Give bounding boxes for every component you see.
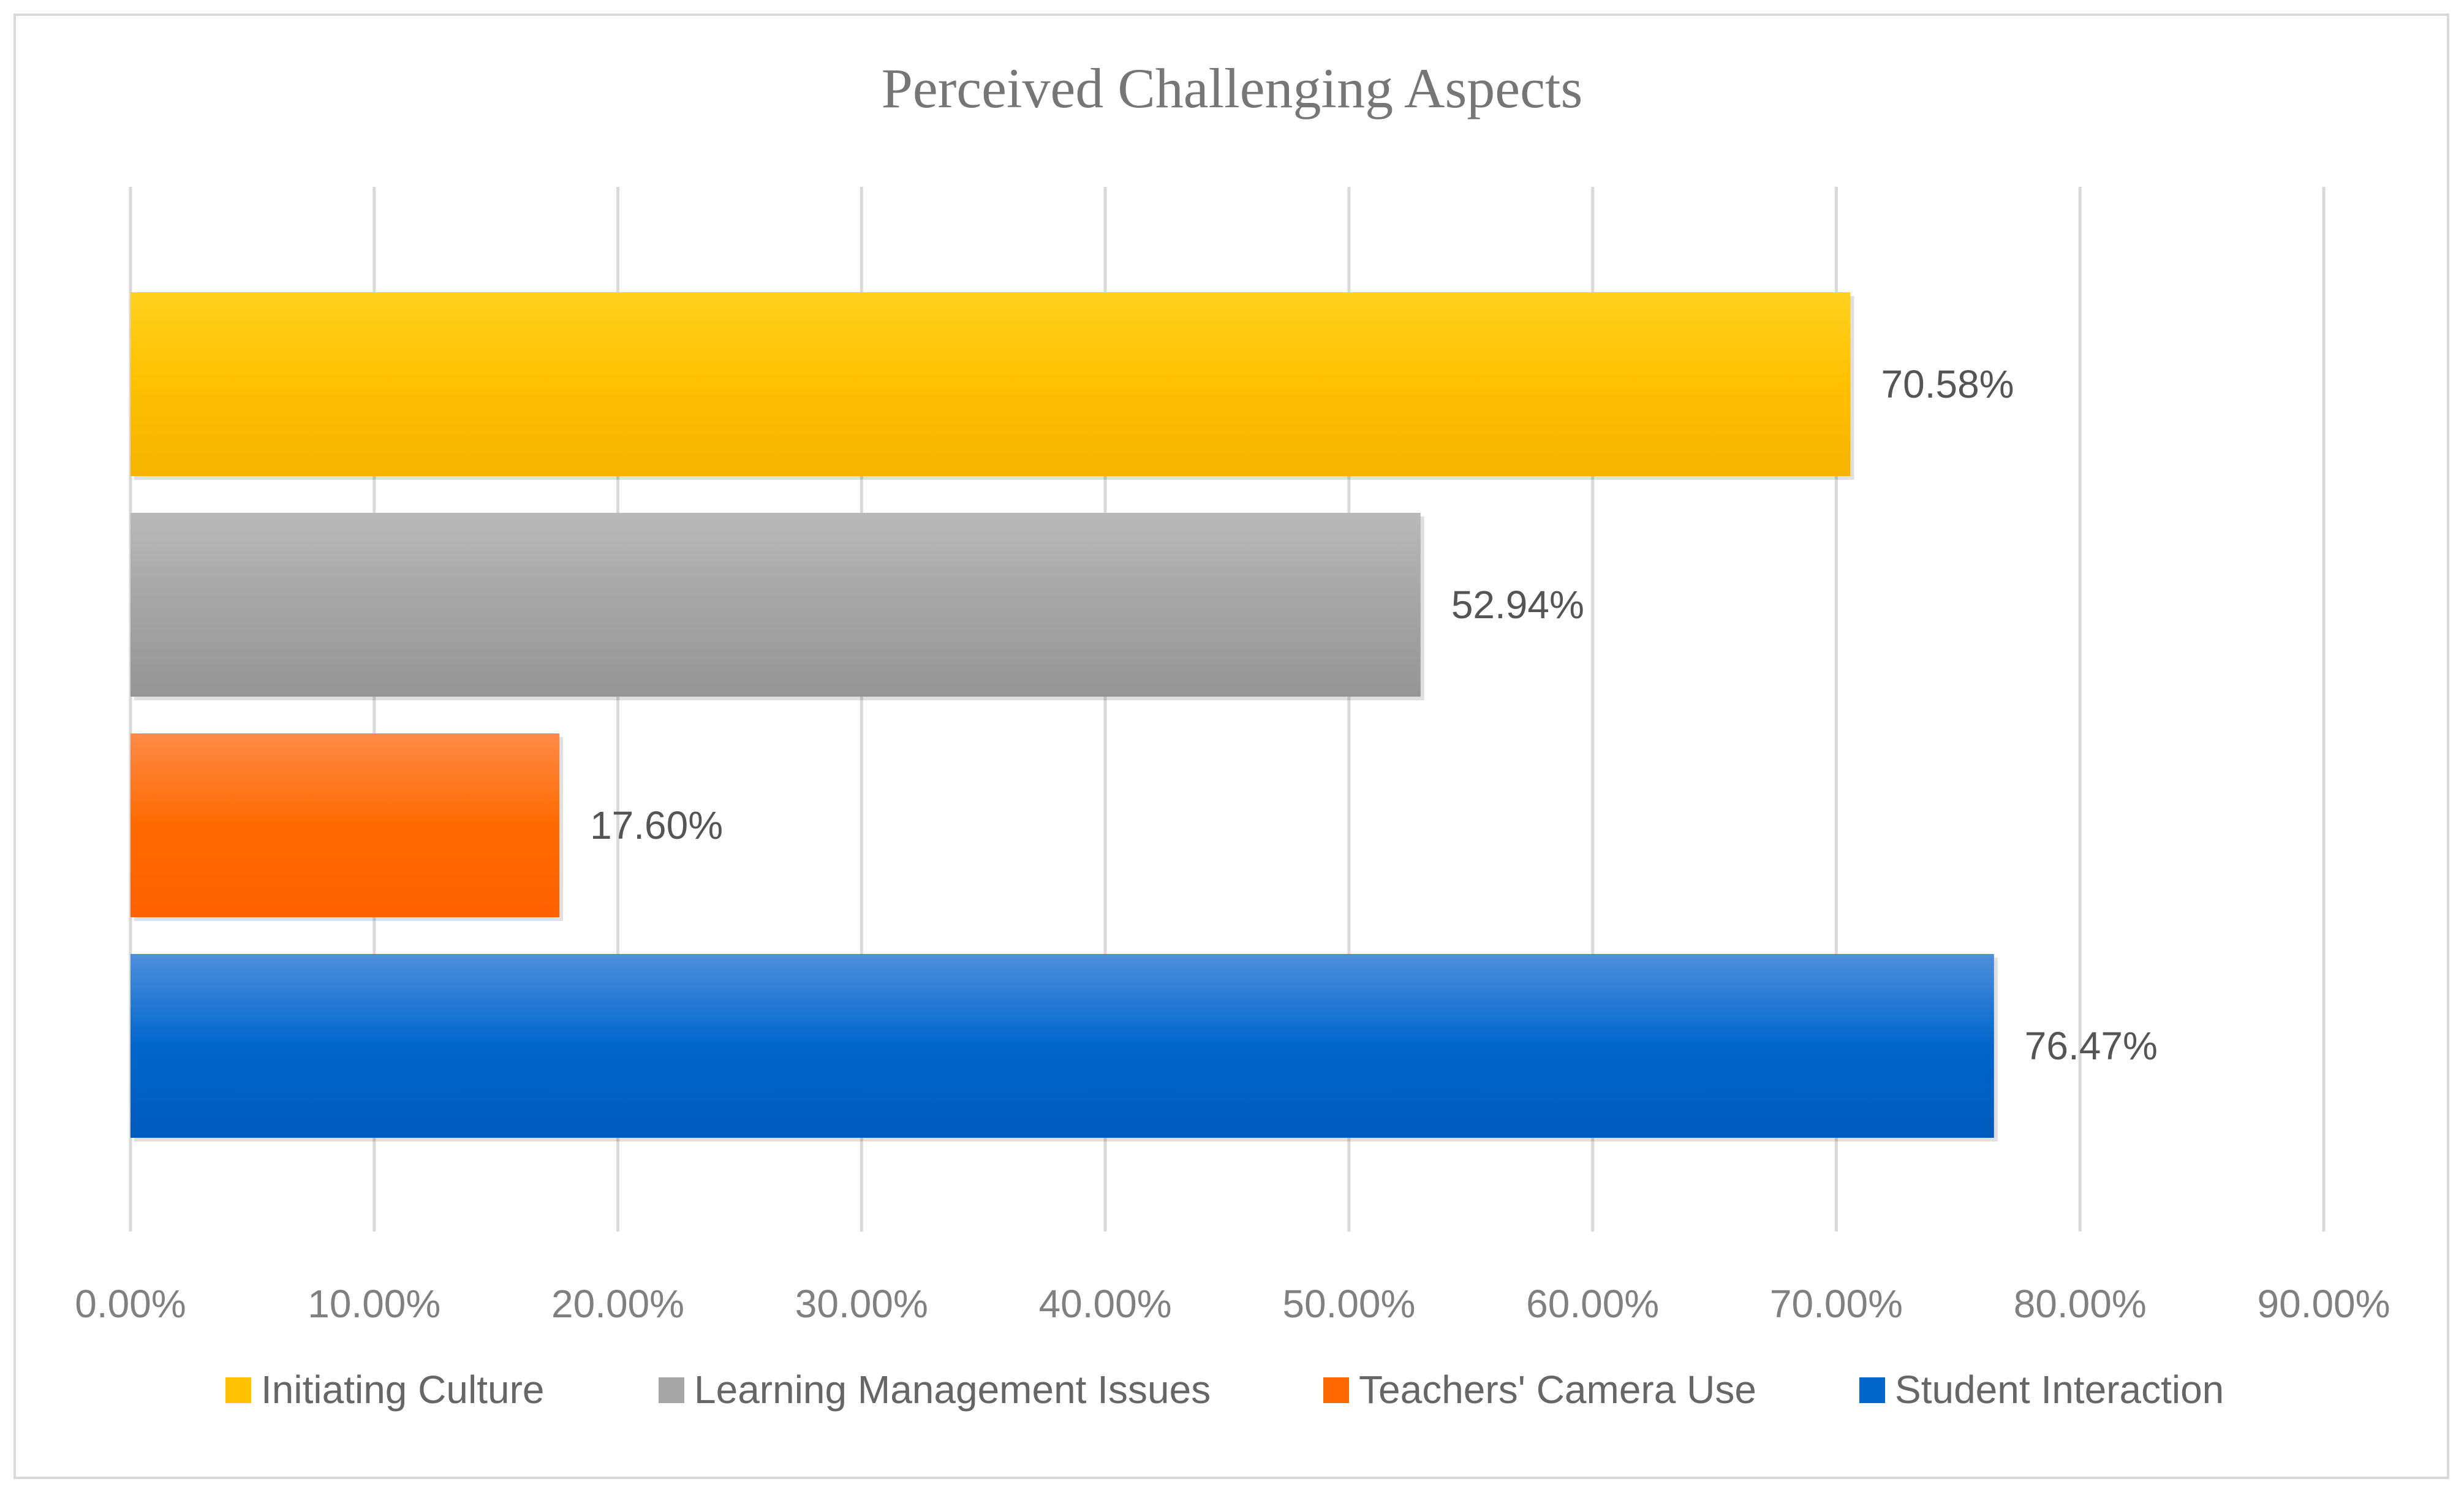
x-axis-ticks: 0.00% 10.00% 20.00% 30.00% 40.00% 50.00% 60.00… — [75, 1282, 2390, 1326]
bar-initiating-culture — [130, 292, 1851, 476]
legend: Initiating Culture Learning Management Is… — [225, 1368, 2224, 1412]
bars — [130, 292, 1998, 1141]
legend-swatch-teachers-camera-use — [1323, 1377, 1349, 1403]
bar-teachers-camera-use — [130, 733, 560, 917]
legend-label-learning-management-issues: Learning Management Issues — [694, 1368, 1211, 1412]
chart-title: Perceived Challenging Aspects — [882, 57, 1583, 119]
legend-swatch-learning-management-issues — [659, 1377, 684, 1403]
data-label-student-interaction: 76.47% — [2025, 1024, 2158, 1068]
bar-learning-management-issues — [130, 513, 1421, 697]
legend-label-teachers-camera-use: Teachers' Camera Use — [1359, 1368, 1756, 1412]
x-tick-label: 30.00% — [795, 1282, 928, 1326]
data-label-teachers-camera-use: 17.60% — [590, 803, 723, 847]
x-tick-label: 10.00% — [308, 1282, 440, 1326]
bar-student-interaction — [130, 954, 1994, 1138]
legend-swatch-initiating-culture — [225, 1377, 251, 1403]
data-labels: 70.58% 52.94% 17.60% 76.47% — [590, 362, 2158, 1068]
data-label-initiating-culture: 70.58% — [1881, 362, 2014, 406]
legend-label-initiating-culture: Initiating Culture — [261, 1368, 544, 1412]
x-tick-label: 50.00% — [1282, 1282, 1415, 1326]
x-tick-label: 40.00% — [1039, 1282, 1172, 1326]
x-tick-label: 80.00% — [2014, 1282, 2147, 1326]
legend-swatch-student-interaction — [1859, 1377, 1885, 1403]
x-tick-label: 70.00% — [1770, 1282, 1903, 1326]
x-tick-label: 60.00% — [1526, 1282, 1659, 1326]
x-tick-label: 90.00% — [2257, 1282, 2390, 1326]
x-tick-label: 20.00% — [551, 1282, 684, 1326]
x-tick-label: 0.00% — [75, 1282, 186, 1326]
data-label-learning-management-issues: 52.94% — [1451, 583, 1584, 627]
legend-label-student-interaction: Student Interaction — [1895, 1368, 2224, 1412]
